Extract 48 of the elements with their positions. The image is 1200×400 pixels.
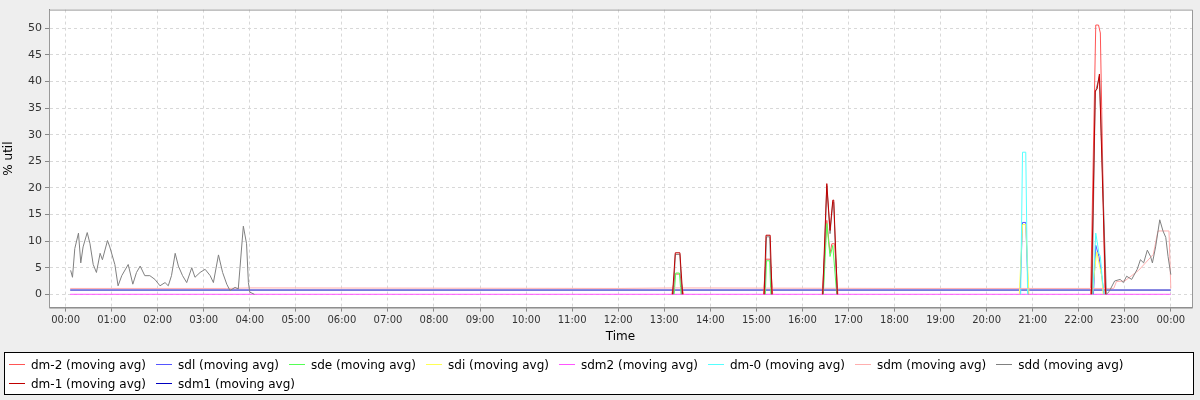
x-tick-label: 10:00 <box>511 314 541 326</box>
legend-label: sdi (moving avg) <box>448 357 549 372</box>
x-tick-label: 19:00 <box>926 314 955 326</box>
x-tick-label: 08:00 <box>419 314 449 326</box>
x-tick-label: 21:00 <box>1018 314 1048 326</box>
legend-label: dm-0 (moving avg) <box>729 357 845 372</box>
y-tick-label: 25 <box>28 154 42 168</box>
legend-label: sdm (moving avg) <box>876 357 987 372</box>
x-tick-label: 03:00 <box>189 314 219 326</box>
y-tick-label: 35 <box>28 100 42 114</box>
legend-label: sdm2 (moving avg) <box>580 357 698 372</box>
x-tick-label: 23:00 <box>1110 314 1140 326</box>
legend-label: sdm1 (moving avg) <box>178 376 295 391</box>
y-axis-title: % util <box>1 141 16 176</box>
x-tick-label: 22:00 <box>1064 314 1094 326</box>
x-tick-label: 07:00 <box>373 314 403 326</box>
x-tick-label: 20:00 <box>972 314 1002 326</box>
x-axis-title: Time <box>604 328 636 343</box>
legend-label: sdd (moving avg) <box>1018 357 1124 372</box>
x-tick-label: 02:00 <box>143 314 173 326</box>
x-tick-label: 01:00 <box>97 314 127 326</box>
x-tick-label: 09:00 <box>465 314 495 326</box>
y-tick-label: 45 <box>28 47 42 61</box>
x-tick-label: 11:00 <box>557 314 587 326</box>
x-tick-label: 04:00 <box>235 314 265 326</box>
x-tick-label: 05:00 <box>281 314 311 326</box>
y-tick-label: 40 <box>28 74 42 88</box>
y-tick-label: 0 <box>35 287 42 301</box>
y-tick-label: 15 <box>28 207 42 221</box>
x-tick-label: 14:00 <box>695 314 725 326</box>
legend-label: dm-2 (moving avg) <box>31 357 147 372</box>
y-tick-label: 5 <box>35 260 42 274</box>
legend-label: dm-1 (moving avg) <box>31 376 147 391</box>
x-tick-label: 12:00 <box>603 314 633 326</box>
y-tick-label: 30 <box>28 127 42 141</box>
x-tick-label: 16:00 <box>787 314 817 326</box>
x-tick-label: 17:00 <box>834 314 863 326</box>
x-tick-label: 15:00 <box>741 314 771 326</box>
x-tick-label: 00:00 <box>1156 314 1186 326</box>
y-tick-label: 10 <box>28 233 42 247</box>
x-tick-label: 06:00 <box>327 314 357 326</box>
x-tick-label: 00:00 <box>51 314 80 326</box>
legend-label: sdl (moving avg) <box>178 357 279 372</box>
y-tick-label: 50 <box>28 21 42 35</box>
x-tick-label: 18:00 <box>880 314 909 326</box>
legend-label: sde (moving avg) <box>311 357 417 372</box>
x-tick-label: 13:00 <box>649 314 679 326</box>
y-tick-label: 20 <box>28 180 42 194</box>
